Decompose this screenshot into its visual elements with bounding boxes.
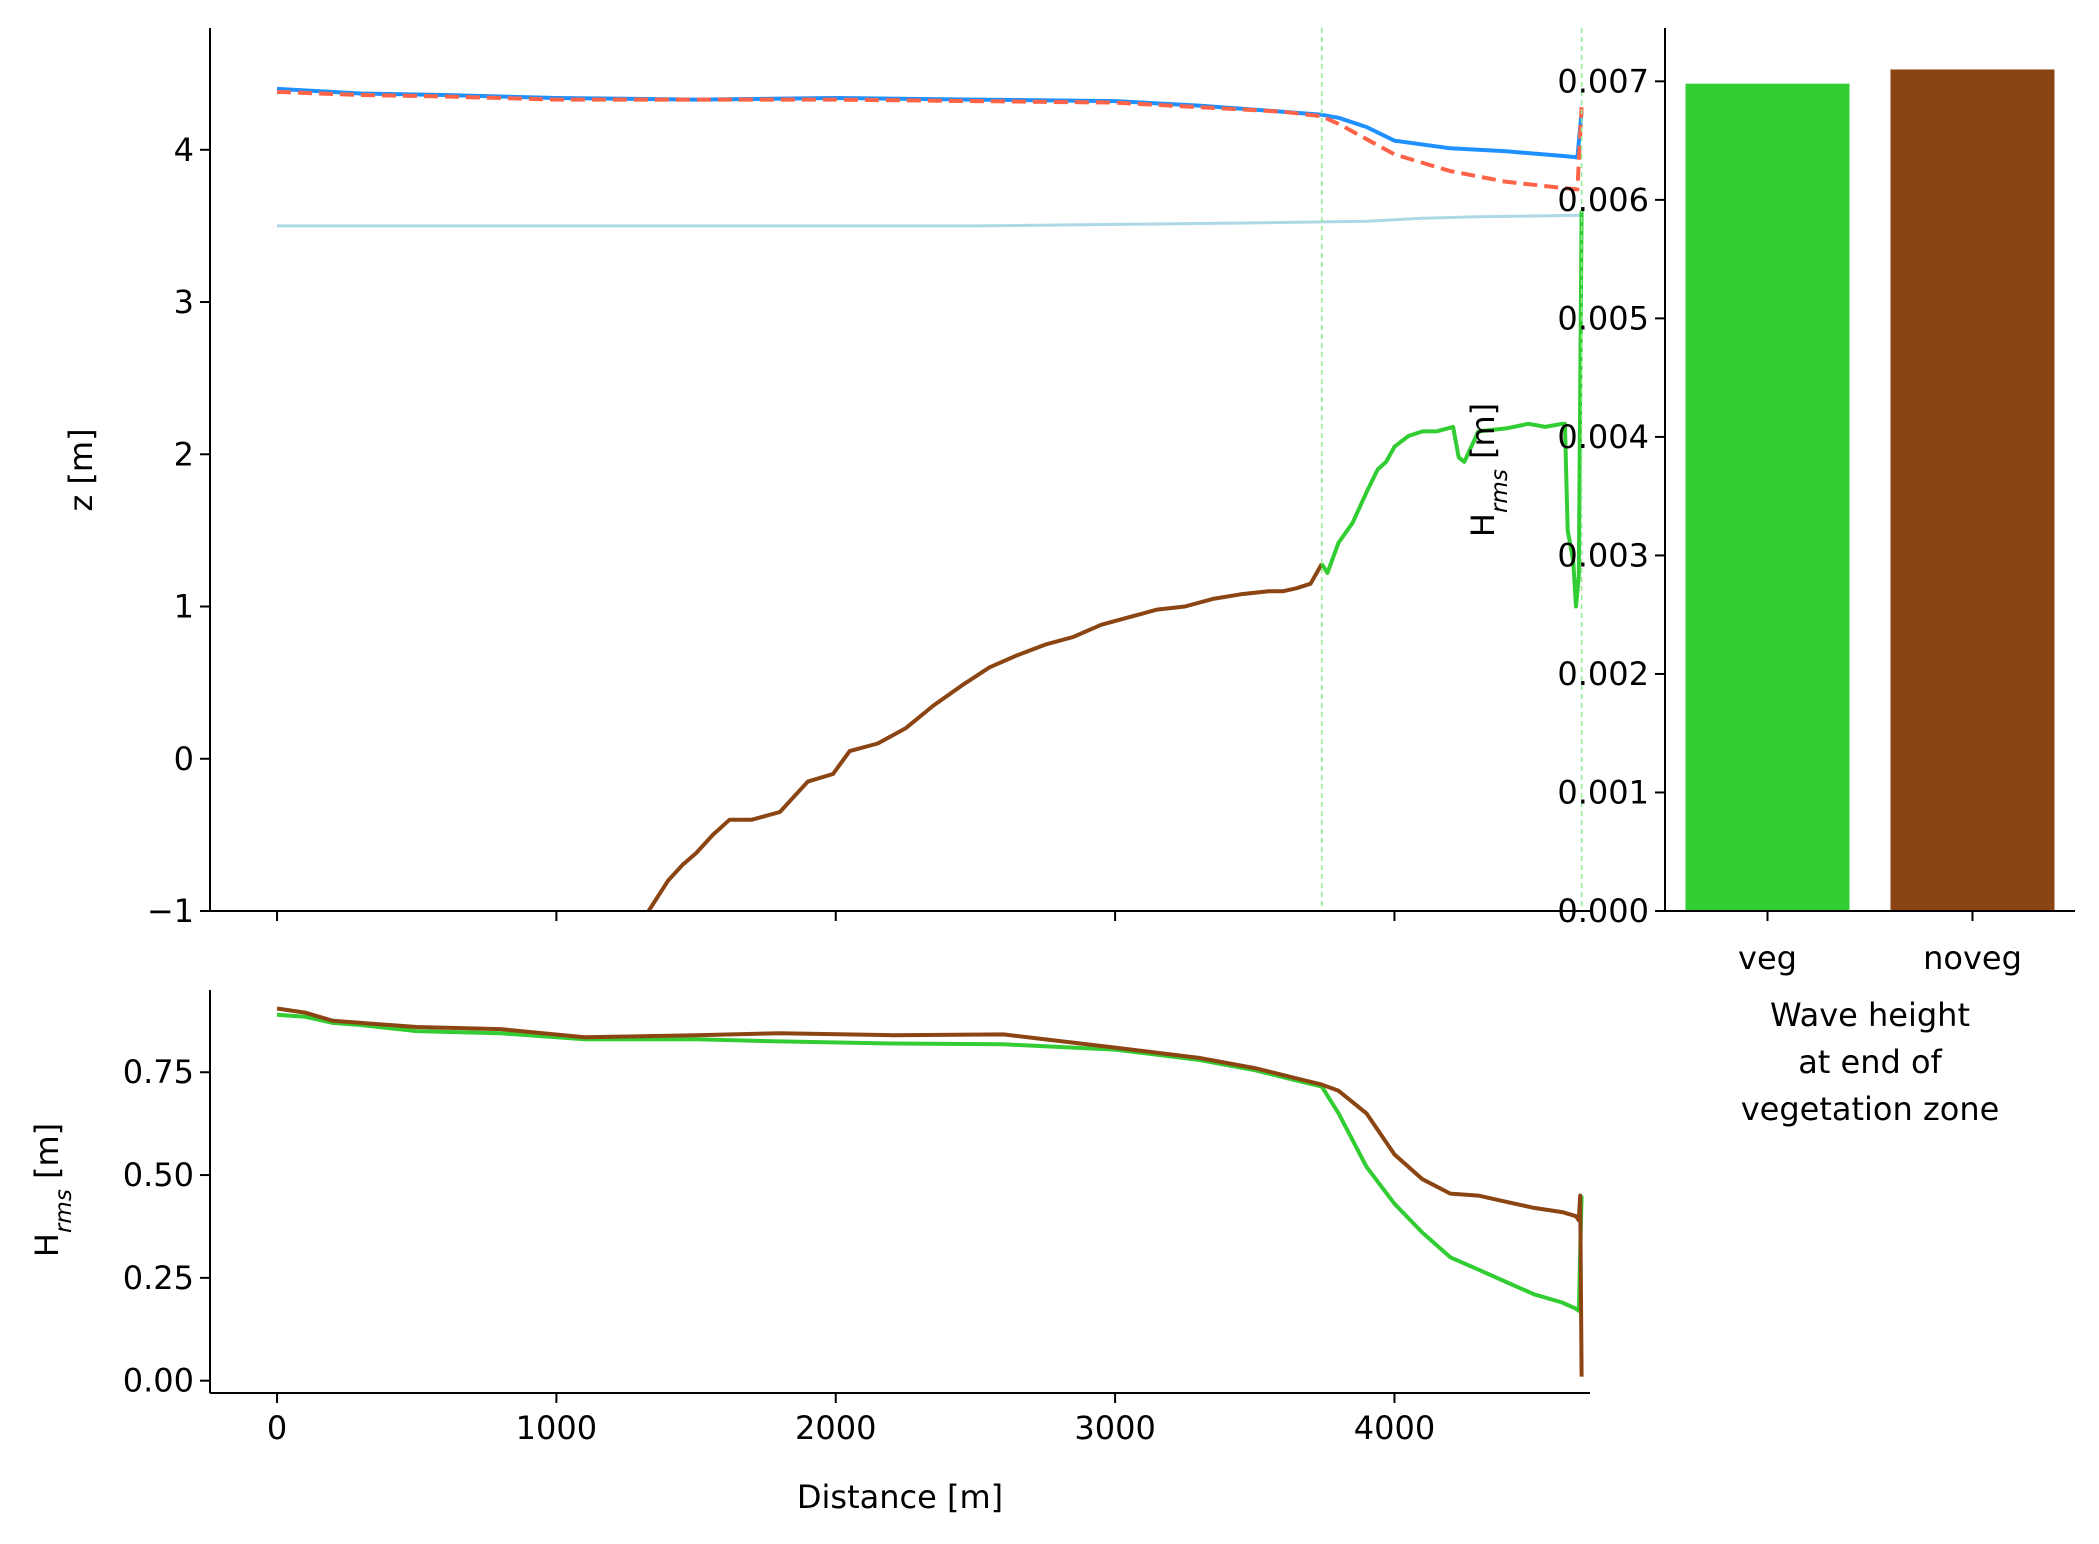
bar-y-tick-label: 0.006 [1557, 181, 1649, 219]
bar-veg [1685, 83, 1850, 911]
profile-y-tick-label: 1 [174, 588, 194, 626]
bar-noveg [1890, 69, 2055, 912]
bar-y-tick-label: 0.004 [1557, 418, 1649, 456]
bar-panel: veg noveg 0.000 0.001 0.002 0.003 0.004 0.005 0.… [1464, 28, 2075, 1128]
profile-series-line [277, 213, 1582, 228]
profile-series-line [276, 89, 1584, 192]
hrms-y-tick-label: 0.00 [123, 1362, 194, 1400]
bar-y-tick-label: 0.007 [1557, 62, 1649, 100]
bar-x-label-line: vegetation zone [1741, 1090, 2000, 1128]
hrms-x-tick-label: 2000 [795, 1409, 876, 1447]
hrms-x-label: Distance [m] [797, 1478, 1003, 1516]
bar-y-tick-label: 0.001 [1557, 773, 1649, 811]
bar-x-label-line: Wave height [1770, 996, 1970, 1034]
bar-y-tick-label: 0.005 [1557, 299, 1649, 337]
profile-y-tick-label: 2 [174, 435, 194, 473]
profile-y-tick-label: 0 [174, 740, 194, 778]
bar-y-tick-label: 0.000 [1557, 892, 1649, 930]
hrms-x-tick-label: 4000 [1354, 1409, 1435, 1447]
profile-y-tick-label: −1 [147, 892, 194, 930]
hrms-series-line [276, 1006, 1584, 1377]
bar-y-label: Hrms [m] [1464, 403, 1513, 537]
bar-x-label-line: at end of [1798, 1043, 1942, 1081]
bar-y-tick-label: 0.002 [1557, 655, 1649, 693]
profile-y-tick-label: 3 [174, 283, 194, 321]
bar-category-label: veg [1738, 939, 1797, 977]
profile-y-label: z [m] [62, 428, 100, 511]
hrms-series-line [276, 1012, 1584, 1313]
bar-y-tick-label: 0.003 [1557, 536, 1649, 574]
hrms-x-tick-label: 3000 [1074, 1409, 1155, 1447]
bar-category-label: noveg [1923, 939, 2022, 977]
hrms-y-tick-label: 0.75 [123, 1053, 194, 1091]
hrms-y-label: Hrms [m] [28, 1123, 77, 1257]
profile-y-tick-label: 4 [174, 131, 194, 169]
hrms-x-tick-label: 0 [267, 1409, 287, 1447]
profile-series-line [646, 562, 1324, 913]
hrms-y-tick-label: 0.25 [123, 1259, 194, 1297]
hrms-y-tick-label: 0.50 [123, 1156, 194, 1194]
profile-panel: −1 0 1 2 3 4 z [m] [62, 28, 1590, 930]
profile-series-line [1320, 210, 1584, 609]
hrms-x-tick-label: 1000 [516, 1409, 597, 1447]
wave-height-panel: 0.00 0.25 0.50 0.75 0 1000 2000 3000 4000 Distanc… [28, 990, 1590, 1516]
